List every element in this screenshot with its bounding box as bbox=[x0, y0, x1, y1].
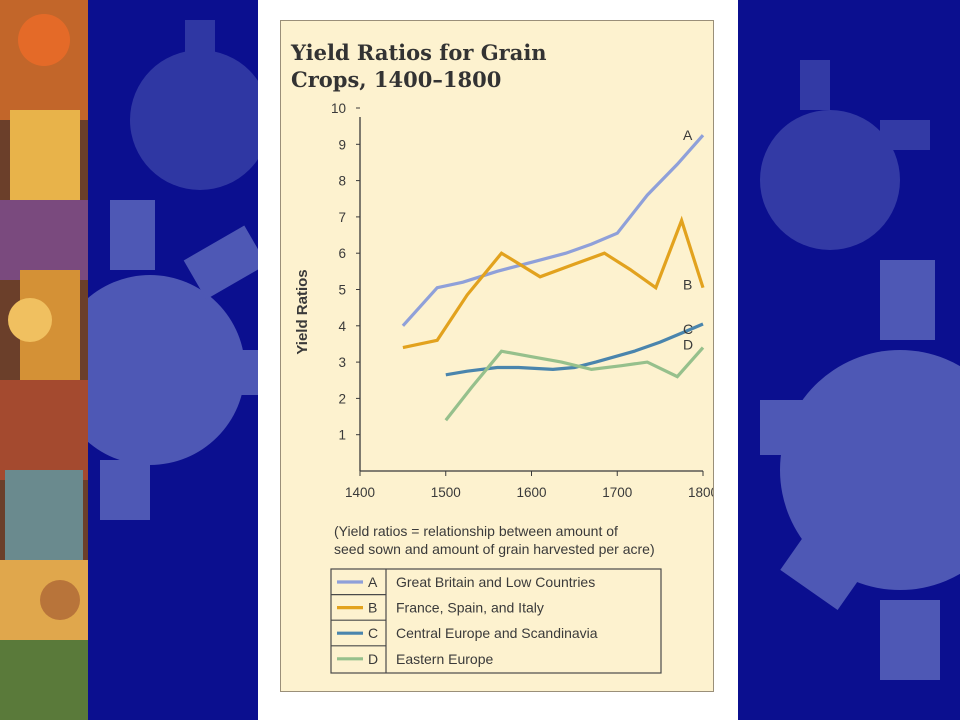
x-tick-label: 1500 bbox=[431, 485, 461, 500]
legend-label-a: Great Britain and Low Countries bbox=[396, 574, 595, 590]
series-layer bbox=[401, 134, 705, 422]
y-tick-label: 5 bbox=[338, 283, 346, 298]
gear-icon bbox=[760, 260, 960, 680]
chart-note-line-1: (Yield ratios = relationship between amo… bbox=[334, 523, 618, 539]
series-line-a bbox=[401, 134, 705, 327]
legend-code-b: B bbox=[368, 600, 377, 616]
legend-label-b: France, Spain, and Italy bbox=[396, 600, 544, 616]
series-line-c bbox=[445, 322, 704, 377]
series-end-labels: A B CD bbox=[683, 127, 693, 352]
legend-code-d: D bbox=[368, 651, 378, 667]
legend-box bbox=[330, 568, 662, 674]
y-tick-label: 1 bbox=[338, 428, 346, 443]
series-line-b bbox=[402, 215, 705, 350]
y-axis-label: Yield Ratios bbox=[294, 269, 311, 354]
x-tick-label: 1400 bbox=[345, 485, 375, 500]
yield-ratio-chart: Yield Ratios for Grain Crops, 1400–1800 … bbox=[290, 40, 713, 674]
legend-code-c: C bbox=[368, 625, 378, 641]
chart-title-line-2: Crops, 1400–1800 bbox=[291, 67, 501, 92]
x-tick-label: 1600 bbox=[516, 485, 546, 500]
x-tick-label: 1700 bbox=[602, 485, 632, 500]
chart-title-line-1: Yield Ratios for Grain bbox=[290, 40, 547, 65]
y-tick-label: 10 bbox=[331, 101, 346, 116]
series-end-label-a: A bbox=[683, 127, 693, 143]
y-tick-label: 2 bbox=[338, 391, 346, 406]
y-tick-label: 9 bbox=[338, 137, 346, 152]
legend-label-d: Eastern Europe bbox=[396, 651, 493, 667]
series-end-label-d: D bbox=[683, 337, 693, 353]
legend-label-c: Central Europe and Scandinavia bbox=[396, 625, 598, 641]
series-end-label-c: C bbox=[683, 321, 693, 337]
gear-icon bbox=[760, 60, 930, 250]
y-tick-label: 7 bbox=[338, 210, 346, 225]
chart-figure: Yield Ratios for Grain Crops, 1400–1800 … bbox=[280, 20, 714, 692]
legend-code-a: A bbox=[368, 574, 378, 590]
series-end-label-b: B bbox=[683, 277, 692, 293]
series-line-d bbox=[444, 346, 705, 422]
y-tick-label: 8 bbox=[338, 174, 346, 189]
y-tick-label: 3 bbox=[338, 355, 346, 370]
chart-axes: 1 2 3 4 5 6 7 8 9 10 1400 1500 1600 1700 1800 bbox=[331, 101, 713, 500]
collage-strip bbox=[0, 0, 88, 720]
y-tick-label: 4 bbox=[338, 319, 346, 334]
chart-note-line-2: seed sown and amount of grain harvested … bbox=[334, 541, 655, 557]
x-tick-label: 1800 bbox=[688, 485, 713, 500]
gear-icon bbox=[55, 200, 280, 520]
y-tick-label: 6 bbox=[338, 246, 346, 261]
chart-legend: A Great Britain and Low Countries B France,… bbox=[330, 568, 662, 674]
